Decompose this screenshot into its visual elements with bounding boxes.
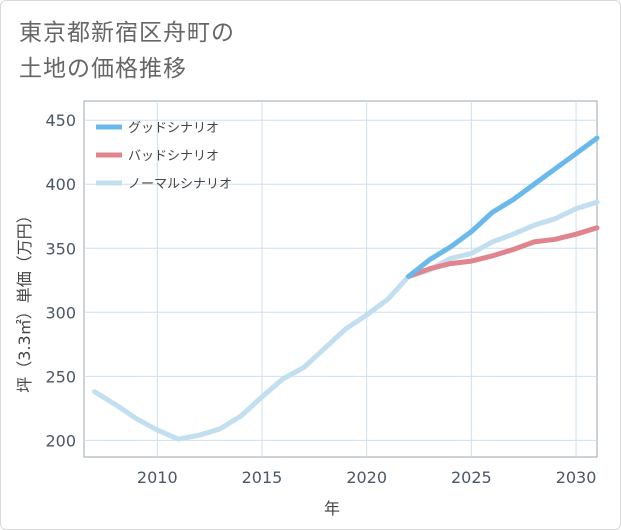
y-tick-300: 300: [45, 303, 76, 322]
chart-title: 東京都新宿区舟町の 土地の価格推移: [19, 15, 235, 87]
x-tick-2025: 2025: [451, 468, 492, 487]
y-axis-title: 坪（3.3㎡）単価（万円）: [15, 207, 34, 392]
x-tick-2020: 2020: [346, 468, 387, 487]
x-axis-title: 年: [324, 499, 340, 518]
y-tick-200: 200: [45, 431, 76, 450]
series-line-1: [406, 225, 600, 279]
legend-label-1: バッドシナリオ: [128, 149, 219, 164]
x-tick-2030: 2030: [556, 468, 597, 487]
legend-label-0: グッドシナリオ: [128, 121, 219, 136]
chart-title-line-2: 土地の価格推移: [19, 56, 187, 82]
y-tick-450: 450: [45, 111, 76, 130]
series-lines: [92, 135, 600, 442]
series-line-0: [406, 135, 600, 279]
series-line-2: [92, 199, 600, 442]
y-tick-labels: 200 250 300 350 400 450: [45, 111, 76, 450]
chart-title-line-1: 東京都新宿区舟町の: [19, 20, 235, 46]
y-tick-350: 350: [45, 239, 76, 258]
y-tick-250: 250: [45, 367, 76, 386]
x-tick-2015: 2015: [242, 468, 283, 487]
x-tick-2010: 2010: [137, 468, 178, 487]
plot-area: [83, 100, 598, 458]
legend-label-2: ノーマルシナリオ: [128, 177, 232, 192]
y-tick-400: 400: [45, 175, 76, 194]
x-tick-labels: 2010 2015 2020 2025 2030: [137, 468, 596, 487]
